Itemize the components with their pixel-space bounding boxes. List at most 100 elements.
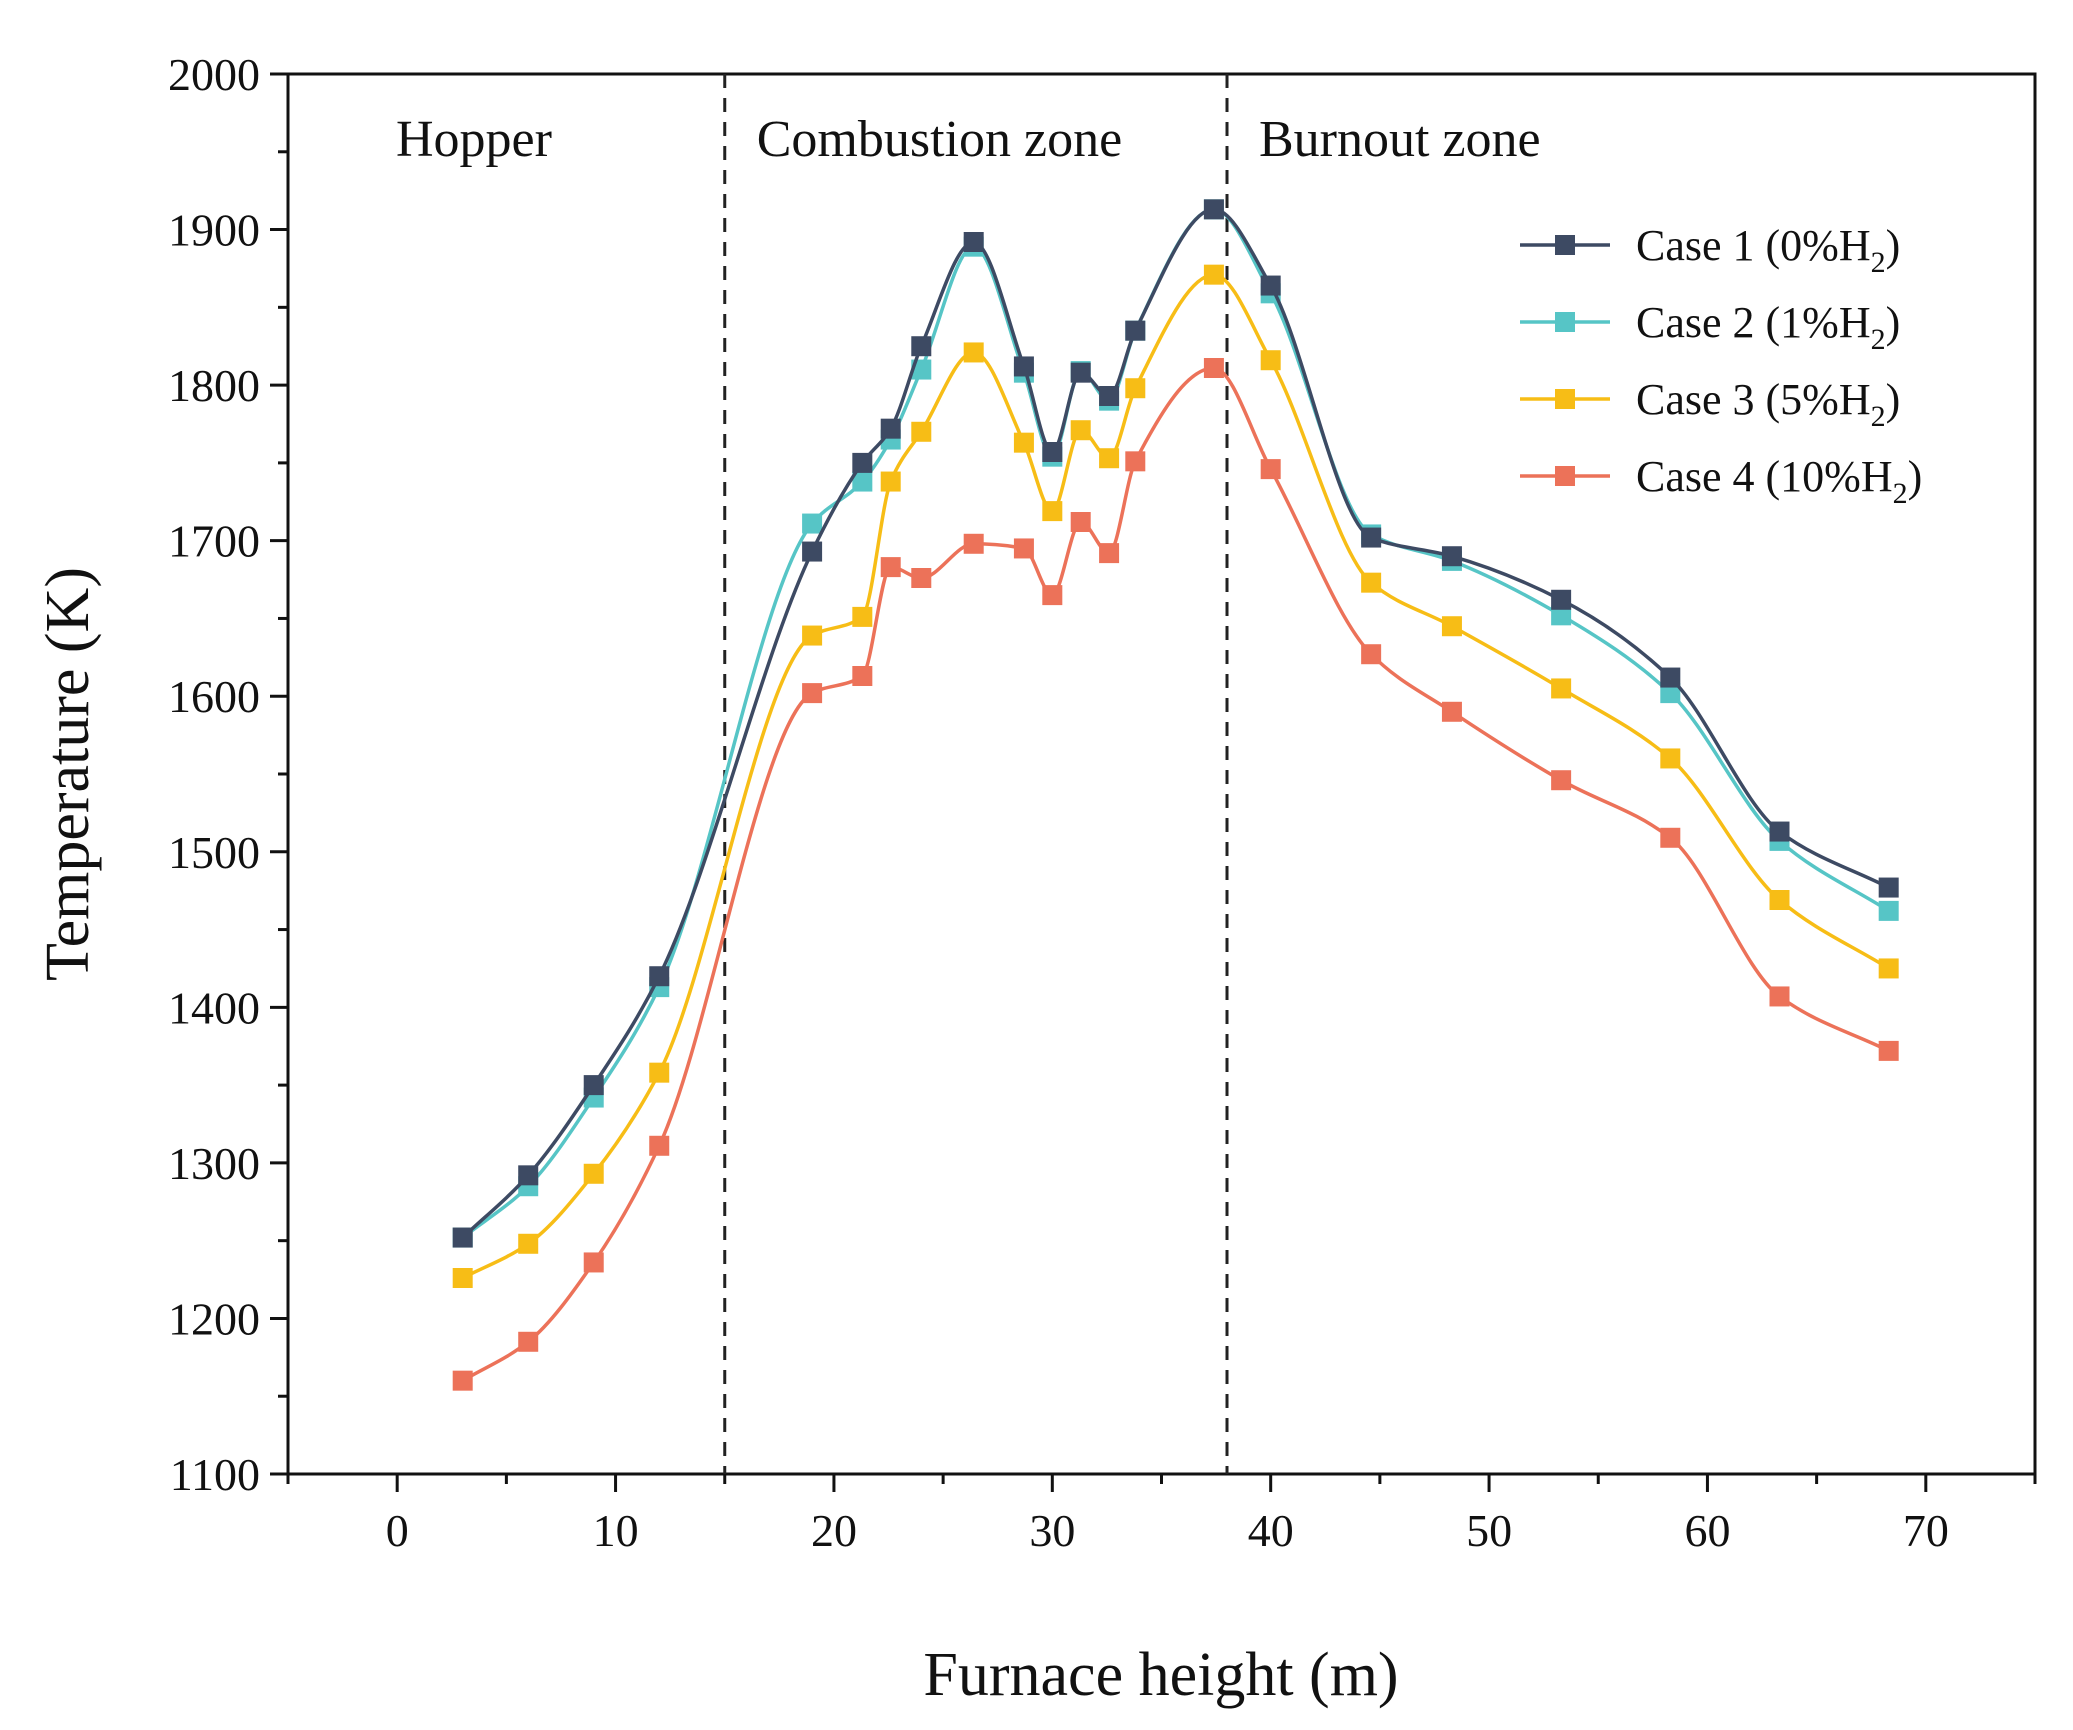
data-point: [452, 1227, 473, 1248]
data-point: [852, 452, 873, 473]
zone-label: Combustion zone: [757, 111, 1122, 168]
data-point: [911, 336, 932, 357]
data-point: [1551, 589, 1572, 610]
y-tick-label: 1300: [168, 1138, 260, 1189]
x-tick-label: 20: [811, 1505, 857, 1556]
series-2: [452, 199, 1899, 1248]
data-point: [1769, 986, 1790, 1007]
data-point: [1660, 683, 1681, 704]
data-point: [1070, 512, 1091, 532]
y-tick-label: 1700: [168, 516, 260, 567]
data-point: [1042, 585, 1063, 606]
plot-frame: [286, 72, 2037, 1476]
data-point: [963, 342, 984, 363]
x-axis-title: Furnace height (m): [923, 1641, 1398, 1709]
y-tick-label: 1200: [168, 1293, 260, 1344]
y-tick-label: 1900: [168, 205, 260, 256]
data-series: [452, 199, 1899, 1391]
zone-labels: Hopper Combustion zone Burnout zone: [396, 111, 1541, 168]
data-point: [1878, 958, 1899, 979]
data-point: [1125, 378, 1146, 399]
data-point: [880, 418, 901, 439]
data-point: [1260, 459, 1281, 480]
data-point: [1660, 748, 1681, 769]
series-line: [461, 366, 1890, 1383]
legend-label: Case 1 (0%H2): [1636, 221, 1900, 279]
y-tick-label: 1400: [168, 982, 260, 1033]
series-line: [461, 207, 1890, 1239]
data-point: [518, 1165, 539, 1186]
data-point: [1099, 386, 1120, 406]
data-point: [802, 513, 823, 534]
data-point: [852, 471, 873, 492]
legend-label: Case 4 (10%H2): [1636, 452, 1922, 510]
data-point: [1878, 1040, 1899, 1061]
legend: Case 1 (0%H2) Case 2 (1%H2) Case 3 (5%H2) C…: [1520, 221, 1922, 510]
series-1: [452, 199, 1899, 1248]
x-tick-label: 70: [1903, 1505, 1949, 1556]
data-point: [583, 1252, 604, 1273]
data-point: [649, 966, 670, 987]
data-point: [963, 232, 984, 252]
data-point: [452, 1268, 473, 1288]
data-point: [1070, 362, 1091, 383]
data-point: [911, 568, 932, 588]
data-point: [518, 1233, 539, 1254]
data-point: [1013, 538, 1034, 559]
data-point: [880, 471, 901, 492]
data-point: [1361, 572, 1382, 593]
data-point: [1660, 827, 1681, 848]
data-point: [1203, 199, 1224, 220]
legend-marker: [1555, 466, 1575, 486]
data-point: [880, 557, 901, 578]
data-point: [1099, 448, 1120, 469]
data-point: [1042, 501, 1063, 522]
data-point: [452, 1370, 473, 1391]
data-point: [802, 541, 823, 562]
data-point: [1441, 701, 1462, 722]
data-point: [518, 1331, 539, 1352]
data-point: [1769, 890, 1790, 910]
y-tick-label: 2000: [168, 49, 260, 100]
data-point: [1013, 432, 1034, 453]
data-point: [802, 625, 823, 646]
data-point: [583, 1163, 604, 1184]
x-tick-label: 30: [1029, 1505, 1075, 1556]
data-point: [963, 533, 984, 554]
data-point: [649, 1062, 670, 1083]
data-point: [1551, 605, 1572, 626]
data-point: [1441, 616, 1462, 637]
data-point: [1551, 770, 1572, 791]
series-line: [461, 207, 1890, 1239]
zone-label: Burnout zone: [1259, 111, 1541, 168]
legend-marker: [1555, 312, 1575, 332]
data-point: [1203, 264, 1224, 285]
x-tick-label: 10: [593, 1505, 639, 1556]
data-point: [911, 421, 932, 442]
data-point: [852, 666, 873, 686]
data-point: [1013, 356, 1034, 377]
y-tick-label: 1100: [170, 1449, 260, 1500]
data-point: [1551, 678, 1572, 699]
data-point: [1878, 877, 1899, 898]
series-line: [461, 272, 1890, 1280]
data-point: [649, 1135, 670, 1156]
data-point: [1203, 358, 1224, 378]
tick-labels: 0 10 20 30 40 50 60 70 1100 1200 1300 1400 1500 1600 1…: [168, 49, 1949, 1556]
zone-dividers: [723, 74, 1229, 1474]
legend-marker: [1555, 389, 1575, 409]
data-point: [1660, 667, 1681, 688]
data-point: [852, 606, 873, 627]
data-point: [1441, 546, 1462, 567]
data-point: [1769, 821, 1790, 842]
series-4: [452, 358, 1899, 1391]
data-point: [1042, 442, 1063, 462]
y-tick-label: 1500: [168, 827, 260, 878]
data-point: [1070, 420, 1091, 441]
legend-label: Case 2 (1%H2): [1636, 298, 1900, 356]
data-point: [1260, 350, 1281, 371]
legend-marker: [1555, 235, 1575, 255]
data-point: [1125, 320, 1146, 341]
data-point: [802, 683, 823, 704]
